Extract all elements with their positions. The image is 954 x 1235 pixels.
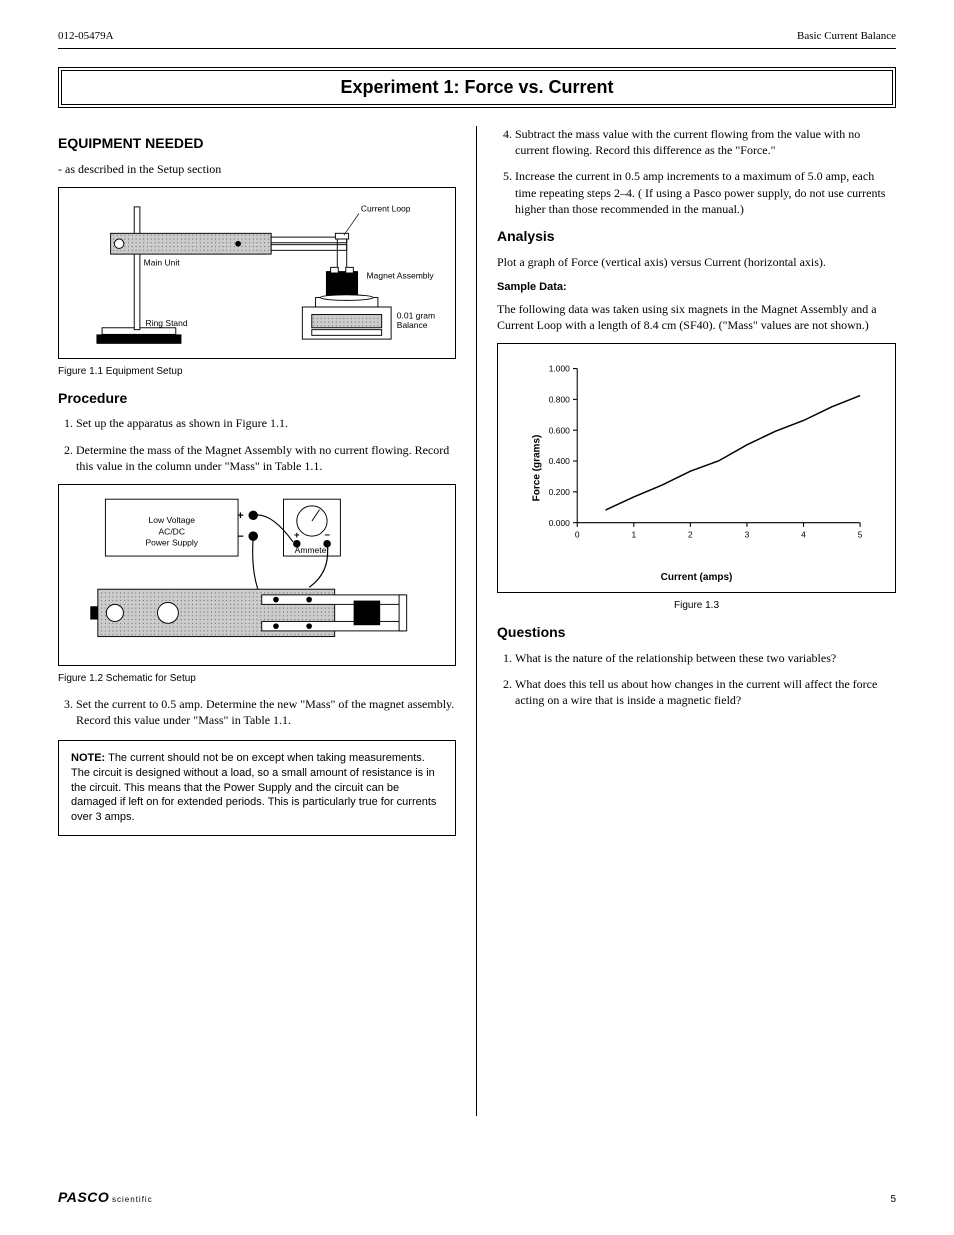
fig1-label-current-loop: Current Loop	[361, 204, 411, 214]
sample-data-heading: Sample Data:	[497, 280, 896, 295]
right-column: Subtract the mass value with the current…	[477, 126, 896, 1116]
question-item: What is the nature of the relationship b…	[515, 650, 896, 666]
fig2-label-ammeter: Ammeter	[295, 545, 330, 555]
figure-1-1: Current Loop Main Unit Magnet Assembly R…	[58, 187, 456, 359]
equipment-heading: EQUIPMENT NEEDED	[58, 134, 456, 153]
questions-list: What is the nature of the relationship b…	[497, 650, 896, 709]
svg-text:0.400: 0.400	[549, 456, 570, 466]
note-label: NOTE:	[71, 752, 105, 764]
fig1-label-main-unit: Main Unit	[144, 258, 181, 268]
note-box: NOTE: The current should not be on excep…	[58, 740, 456, 836]
figure-1-1-caption: Figure 1.1 Equipment Setup	[58, 365, 456, 379]
svg-text:0.200: 0.200	[549, 487, 570, 497]
figure-1-2-caption: Figure 1.2 Schematic for Setup	[58, 672, 456, 686]
header-right: Basic Current Balance	[797, 30, 896, 42]
procedure-step: Subtract the mass value with the current…	[515, 126, 896, 158]
svg-text:4: 4	[801, 530, 806, 540]
svg-text:0.600: 0.600	[549, 426, 570, 436]
procedure-list-a: Set up the apparatus as shown in Figure …	[58, 415, 456, 474]
left-column: EQUIPMENT NEEDED - as described in the S…	[58, 126, 477, 1116]
svg-text:2: 2	[688, 530, 693, 540]
svg-text:+: +	[294, 530, 300, 541]
header-rule	[58, 48, 896, 49]
chart-y-label: Force (grams)	[531, 435, 545, 502]
fig1-label-balance-2: Balance	[397, 320, 428, 330]
svg-text:1.000: 1.000	[549, 364, 570, 374]
equipment-item: - as described in the Setup section	[58, 161, 456, 177]
fig1-label-balance-1: 0.01 gram	[397, 310, 435, 320]
procedure-step: Increase the current in 0.5 amp incremen…	[515, 168, 896, 217]
chart-svg: 0 1 2 3 4 5 0.000 0.200 0.400 0.600 0.800 1.000	[512, 358, 881, 548]
header-left: 012-05479A	[58, 30, 114, 42]
procedure-heading: Procedure	[58, 389, 456, 408]
svg-text:1: 1	[631, 530, 636, 540]
note-body: The current should not be on except when…	[71, 752, 436, 823]
procedure-step: Set up the apparatus as shown in Figure …	[76, 415, 456, 431]
experiment-title: Experiment 1: Force vs. Current	[58, 67, 896, 108]
fig2-label-psu-3: Power Supply	[145, 538, 198, 548]
fig1-label-ring-stand: Ring Stand	[146, 318, 188, 328]
fig2-label-psu-1: Low Voltage	[149, 515, 196, 525]
svg-text:+: +	[237, 510, 244, 522]
sample-data-body: The following data was taken using six m…	[497, 301, 896, 333]
content-columns: EQUIPMENT NEEDED - as described in the S…	[58, 126, 896, 1116]
procedure-list-c: Subtract the mass value with the current…	[497, 126, 896, 217]
fig2-label-psu-2: AC/DC	[158, 526, 185, 536]
svg-text:−: −	[324, 530, 330, 541]
svg-text:3: 3	[745, 530, 750, 540]
questions-heading: Questions	[497, 623, 896, 642]
svg-text:0.000: 0.000	[549, 518, 570, 528]
procedure-step: Set the current to 0.5 amp. Determine th…	[76, 696, 456, 728]
fig1-label-magnet: Magnet Assembly	[367, 271, 435, 281]
chart-caption: Figure 1.3	[497, 599, 896, 613]
analysis-body: Plot a graph of Force (vertical axis) ve…	[497, 254, 896, 270]
question-item: What does this tell us about how changes…	[515, 676, 896, 708]
brand-block: PASCO scientific	[58, 1189, 153, 1205]
chart-x-label: Current (amps)	[498, 571, 895, 585]
svg-text:−: −	[237, 531, 244, 543]
force-vs-current-chart: Force (grams) 0 1 2 3 4 5 0.000 0.200 0.400 0.600…	[497, 343, 896, 593]
figure-1-2: Low Voltage AC/DC Power Supply Ammeter +…	[58, 484, 456, 666]
procedure-list-b: Set the current to 0.5 amp. Determine th…	[58, 696, 456, 728]
page-number: 5	[890, 1194, 896, 1205]
svg-text:0.800: 0.800	[549, 395, 570, 405]
procedure-step: Determine the mass of the Magnet Assembl…	[76, 442, 456, 474]
brand-sub: scientific	[112, 1195, 153, 1204]
svg-text:5: 5	[858, 530, 863, 540]
analysis-heading: Analysis	[497, 227, 896, 246]
page-header: 012-05479A Basic Current Balance	[58, 30, 896, 42]
brand-name: PASCO	[58, 1189, 109, 1205]
page-footer: PASCO scientific 5	[58, 1189, 896, 1205]
svg-text:0: 0	[575, 530, 580, 540]
